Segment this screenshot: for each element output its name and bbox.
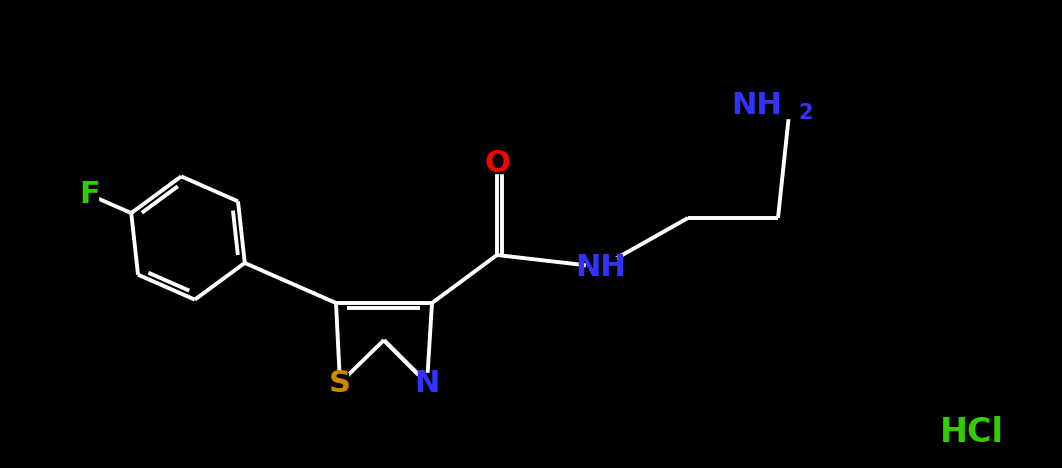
Text: N: N — [414, 368, 440, 397]
Bar — [490, 153, 504, 173]
Text: 2: 2 — [799, 103, 813, 123]
Text: NH: NH — [732, 90, 782, 119]
Text: S: S — [329, 368, 352, 397]
Text: NH: NH — [576, 253, 627, 281]
Text: HCl: HCl — [940, 416, 1004, 448]
Text: O: O — [484, 148, 510, 177]
Bar — [763, 92, 818, 118]
Bar — [419, 373, 434, 393]
Bar — [83, 185, 98, 205]
Bar — [332, 373, 347, 393]
Text: F: F — [80, 181, 101, 210]
Bar — [585, 257, 616, 277]
